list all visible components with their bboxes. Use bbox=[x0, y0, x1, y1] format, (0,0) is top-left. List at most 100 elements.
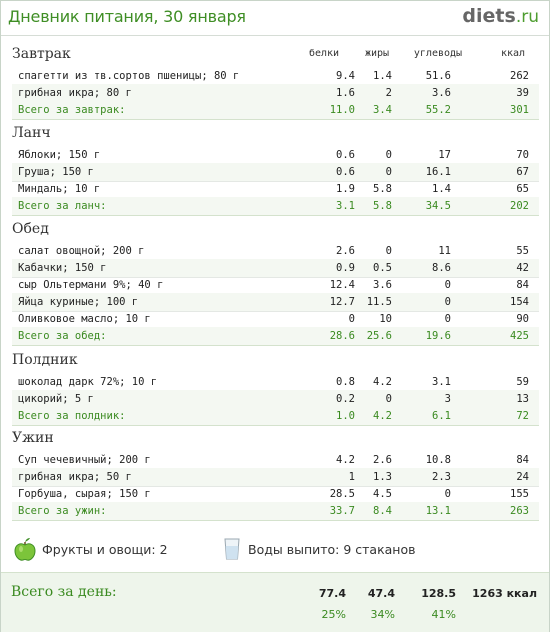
fat-value: 4.2 bbox=[373, 376, 392, 388]
carbs-value: 6.1 bbox=[432, 410, 451, 422]
kcal-value: 59 bbox=[516, 376, 529, 388]
protein-value: 12.4 bbox=[329, 279, 355, 291]
logo-main: diets bbox=[462, 5, 516, 27]
fat-value: 11.5 bbox=[366, 296, 392, 308]
protein-value: 1.9 bbox=[336, 183, 355, 195]
protein-value: 4.2 bbox=[336, 454, 355, 466]
total-label: Всего за завтрак: bbox=[18, 104, 126, 116]
fruits-count: Фрукты и овощи: 2 bbox=[42, 542, 168, 557]
food-row[interactable]: грибная икра; 80 г 1.6 2 3.6 39 bbox=[12, 84, 539, 103]
food-name: грибная икра; 50 г bbox=[18, 471, 132, 483]
protein-value: 3.1 bbox=[336, 200, 355, 212]
carbs-value: 3.1 bbox=[432, 376, 451, 388]
food-name: Горбуша, сырая; 150 г bbox=[18, 488, 151, 500]
protein-value: 0.8 bbox=[336, 376, 355, 388]
kcal-value: 55 bbox=[516, 245, 529, 257]
fat-value: 3.4 bbox=[373, 104, 392, 116]
carbs-value: 1.4 bbox=[432, 183, 451, 195]
food-name: цикорий; 5 г bbox=[18, 393, 94, 405]
carbs-value: 10.8 bbox=[425, 454, 451, 466]
fat-value: 0 bbox=[385, 393, 392, 405]
site-logo[interactable]: diets.ru bbox=[462, 5, 539, 27]
fat-value: 4.2 bbox=[373, 410, 392, 422]
meal-total-row: Всего за полдник: 1.0 4.2 6.1 72 bbox=[12, 407, 539, 426]
food-name: Оливковое масло; 10 г bbox=[18, 313, 151, 325]
food-row[interactable]: Кабачки; 150 г 0.9 0.5 8.6 42 bbox=[12, 259, 539, 278]
kcal-value: 84 bbox=[516, 279, 529, 291]
fat-value: 1.4 bbox=[373, 70, 392, 82]
food-name: Яблоки; 150 г bbox=[18, 149, 101, 161]
day-protein-pct: 25% bbox=[321, 608, 346, 621]
protein-value: 1.0 bbox=[336, 410, 355, 422]
kcal-value: 65 bbox=[516, 183, 529, 195]
carbs-value: 34.5 bbox=[425, 200, 451, 212]
carbs-value: 0 bbox=[444, 488, 451, 500]
day-total-label: Всего за день: bbox=[11, 584, 117, 600]
fat-value: 0 bbox=[385, 245, 392, 257]
kcal-value: 90 bbox=[516, 313, 529, 325]
protein-value: 11.0 bbox=[329, 104, 355, 116]
protein-value: 0.6 bbox=[336, 149, 355, 161]
food-name: салат овощной; 200 г bbox=[18, 245, 145, 257]
col-fat-header: жиры bbox=[364, 48, 390, 59]
carbs-value: 16.1 bbox=[425, 166, 451, 178]
protein-value: 1 bbox=[348, 471, 355, 483]
protein-value: 12.7 bbox=[329, 296, 355, 308]
fat-value: 10 bbox=[379, 313, 392, 325]
logo-tld: .ru bbox=[515, 7, 539, 27]
carbs-value: 17 bbox=[438, 149, 451, 161]
food-row[interactable]: Яйца куриные; 100 г 12.7 11.5 0 154 bbox=[12, 293, 539, 312]
food-row[interactable]: грибная икра; 50 г 1 1.3 2.3 24 bbox=[12, 468, 539, 487]
food-row[interactable]: Груша; 150 г 0.6 0 16.1 67 bbox=[12, 163, 539, 182]
food-name: шоколад дарк 72%; 10 г bbox=[18, 376, 158, 388]
carbs-value: 19.6 bbox=[425, 330, 451, 342]
meal-title: Полдник bbox=[12, 352, 78, 368]
protein-value: 2.6 bbox=[336, 245, 355, 257]
carbs-value: 0 bbox=[444, 279, 451, 291]
carbs-value: 11 bbox=[438, 245, 451, 257]
carbs-value: 0 bbox=[444, 313, 451, 325]
day-total-protein: 77.4 bbox=[318, 587, 346, 600]
kcal-value: 42 bbox=[516, 262, 529, 274]
food-name: Суп чечевичный; 200 г bbox=[18, 454, 151, 466]
fat-value: 0 bbox=[385, 166, 392, 178]
kcal-value: 154 bbox=[510, 296, 529, 308]
protein-value: 0.9 bbox=[336, 262, 355, 274]
kcal-value: 67 bbox=[516, 166, 529, 178]
carbs-value: 8.6 bbox=[432, 262, 451, 274]
col-carbs-header: углеводы bbox=[413, 48, 463, 59]
fat-value: 0.5 bbox=[373, 262, 392, 274]
col-kcal-header: ккал bbox=[500, 48, 526, 59]
carbs-value: 55.2 bbox=[425, 104, 451, 116]
protein-value: 0 bbox=[348, 313, 355, 325]
kcal-value: 155 bbox=[510, 488, 529, 500]
fat-value: 2.6 bbox=[373, 454, 392, 466]
food-name: Кабачки; 150 г bbox=[18, 262, 107, 274]
carbs-value: 2.3 bbox=[432, 471, 451, 483]
day-total-carbs: 128.5 bbox=[421, 587, 456, 600]
water-glass-icon bbox=[224, 538, 240, 560]
food-name: Миндаль; 10 г bbox=[18, 183, 101, 195]
water-count: Воды выпито: 9 стаканов bbox=[248, 542, 416, 557]
header: Дневник питания, 30 января diets.ru bbox=[1, 1, 549, 36]
col-protein-header: белки bbox=[308, 48, 340, 59]
kcal-value: 72 bbox=[516, 410, 529, 422]
day-fat-pct: 34% bbox=[370, 608, 395, 621]
extras-bar: Фрукты и овощи: 2 Воды выпито: 9 стакано… bbox=[12, 537, 539, 563]
kcal-value: 39 bbox=[516, 87, 529, 99]
fat-value: 1.3 bbox=[373, 471, 392, 483]
meal-title: Ужин bbox=[12, 430, 54, 446]
fat-value: 4.5 bbox=[373, 488, 392, 500]
food-name: Яйца куриные; 100 г bbox=[18, 296, 139, 308]
kcal-value: 13 bbox=[516, 393, 529, 405]
page-title: Дневник питания, 30 января bbox=[8, 7, 246, 26]
kcal-value: 262 bbox=[510, 70, 529, 82]
fat-value: 8.4 bbox=[373, 505, 392, 517]
day-total-fat: 47.4 bbox=[367, 587, 395, 600]
carbs-value: 13.1 bbox=[425, 505, 451, 517]
carbs-value: 3.6 bbox=[432, 87, 451, 99]
protein-value: 9.4 bbox=[336, 70, 355, 82]
protein-value: 0.2 bbox=[336, 393, 355, 405]
kcal-value: 425 bbox=[510, 330, 529, 342]
